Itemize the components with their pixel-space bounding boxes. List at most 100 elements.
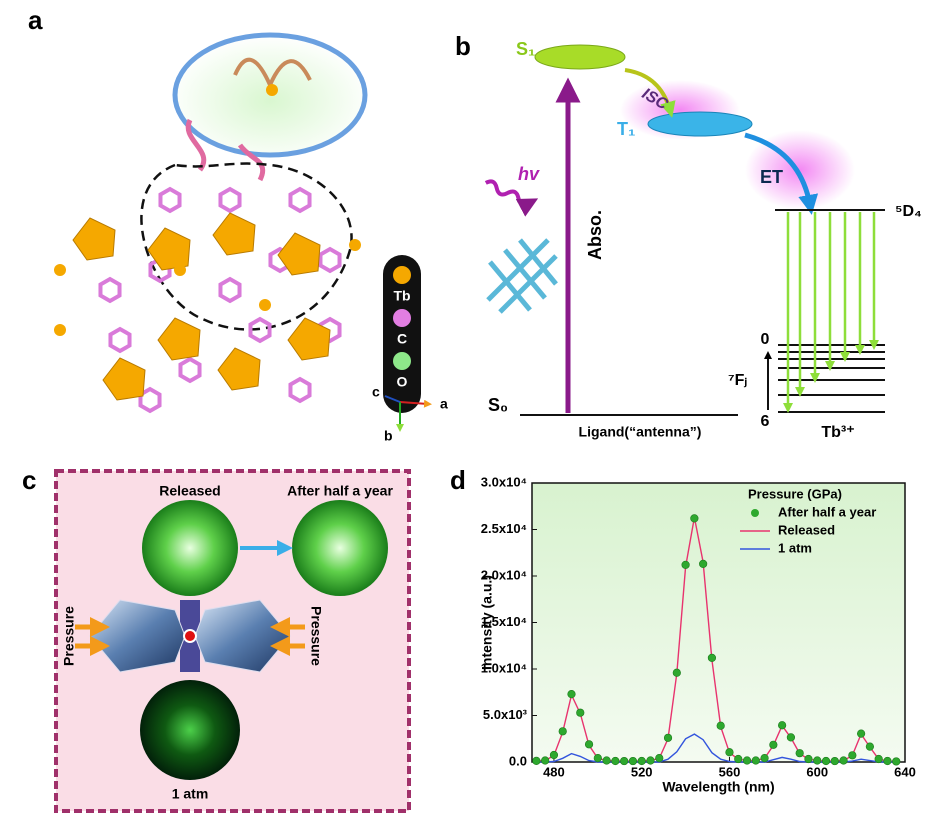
data-point [839, 756, 848, 765]
tb-polyhedron [147, 227, 191, 271]
data-point [558, 727, 567, 736]
legend-label: C [397, 331, 407, 347]
ion-label: Tb³⁺ [821, 424, 854, 441]
antenna [486, 238, 558, 314]
data-point [883, 756, 892, 766]
y-tick-label: 2.0x10⁴ [481, 567, 527, 582]
x-tick-label: 520 [631, 764, 653, 779]
antenna [488, 260, 532, 312]
plot-background [531, 482, 906, 763]
data-point [734, 754, 743, 764]
bubble-tail [237, 143, 265, 182]
tb-atom [174, 264, 186, 276]
x-tick-label: 640 [894, 764, 916, 779]
fj-label: ⁷Fⱼ [728, 372, 747, 389]
antenna [498, 254, 558, 314]
tb-atom [349, 239, 361, 251]
data-point [804, 754, 813, 764]
benzene-ring [288, 186, 312, 214]
et-arrow [744, 132, 819, 215]
panel-label: d [450, 465, 466, 495]
axis-label: a [440, 396, 448, 412]
benzene-ring [108, 326, 132, 354]
panel-a: a Tb C O c a b [28, 5, 448, 444]
benzene-ring [248, 316, 272, 344]
level-number: 6 [761, 413, 770, 430]
hv-label: hv [518, 164, 540, 184]
data-point [576, 708, 585, 717]
axis-arrow [384, 395, 401, 403]
data-point [742, 756, 752, 765]
data-point [786, 733, 796, 742]
benzene-ring [218, 276, 242, 304]
legend-ball [393, 309, 411, 327]
benzene-ring [318, 316, 342, 344]
data-point [611, 756, 620, 766]
tb-polyhedron [287, 317, 331, 361]
legend-label: 1 atm [778, 540, 812, 555]
tb-atom [266, 84, 278, 96]
benzene-ring [288, 376, 312, 404]
data-point [707, 653, 717, 662]
emission-sphere [292, 500, 388, 596]
data-point [795, 749, 804, 758]
photon [484, 179, 539, 217]
tb-atom [54, 264, 66, 276]
tb-levels [778, 212, 885, 413]
antenna [486, 238, 550, 302]
data-point [584, 740, 594, 749]
benzene-ring [318, 246, 342, 274]
tb-polyhedron [102, 357, 146, 401]
glow [745, 130, 855, 210]
sample [183, 629, 197, 643]
y-tick-label: 2.5x10⁴ [481, 521, 527, 536]
data-point [699, 559, 708, 569]
legend-label: Released [778, 522, 835, 537]
data-point [778, 721, 787, 730]
emission-sphere [140, 680, 240, 780]
data-point [637, 756, 646, 766]
data-point [716, 721, 725, 730]
benzene-ring [218, 186, 242, 214]
data-point [567, 690, 576, 699]
x-tick-label: 480 [543, 764, 565, 779]
legend-ball [393, 352, 411, 370]
tb-polyhedron [212, 212, 256, 256]
data-point [813, 756, 822, 765]
data-point [751, 756, 760, 765]
y-tick-label: 5.0x10³ [483, 707, 528, 722]
t1-level [647, 111, 753, 137]
data-point [874, 754, 883, 764]
tb-polyhedron [157, 317, 201, 361]
data-point [892, 757, 901, 766]
state-label: T₁ [617, 119, 635, 139]
x-tick-label: 600 [806, 764, 828, 779]
legend-title: Pressure (GPa) [748, 486, 842, 501]
data-point [760, 753, 769, 763]
pressure-label: Pressure [308, 606, 324, 666]
y-axis-title: Intensity (a.u.) [479, 575, 495, 670]
legend-label: Tb [393, 288, 410, 304]
data-point [655, 753, 664, 763]
y-tick-label: 1.0x10⁴ [481, 660, 527, 675]
axis-arrow [399, 399, 432, 408]
s1-level [534, 44, 626, 70]
pressure-label: Pressure [61, 606, 77, 666]
data-point [848, 751, 857, 760]
antenna [518, 238, 558, 286]
x-tick-label: 560 [719, 764, 741, 779]
data-point [663, 733, 673, 742]
emission-sphere [142, 500, 238, 596]
antenna [503, 248, 547, 300]
data-point [549, 750, 559, 760]
et-label: ET [760, 167, 783, 187]
benzene-ring [178, 356, 202, 384]
data-point [532, 756, 541, 765]
panel-b: b S₁ T₁ ISC ET S₀ Abso. hv Ligand(“anten… [455, 31, 922, 441]
axis-label: b [384, 428, 393, 444]
panel-c: c Released After half a year Pressure Pr… [22, 465, 411, 813]
state-label: S₀ [488, 395, 508, 415]
dashed-outline [140, 162, 353, 331]
tb-atom [54, 324, 66, 336]
